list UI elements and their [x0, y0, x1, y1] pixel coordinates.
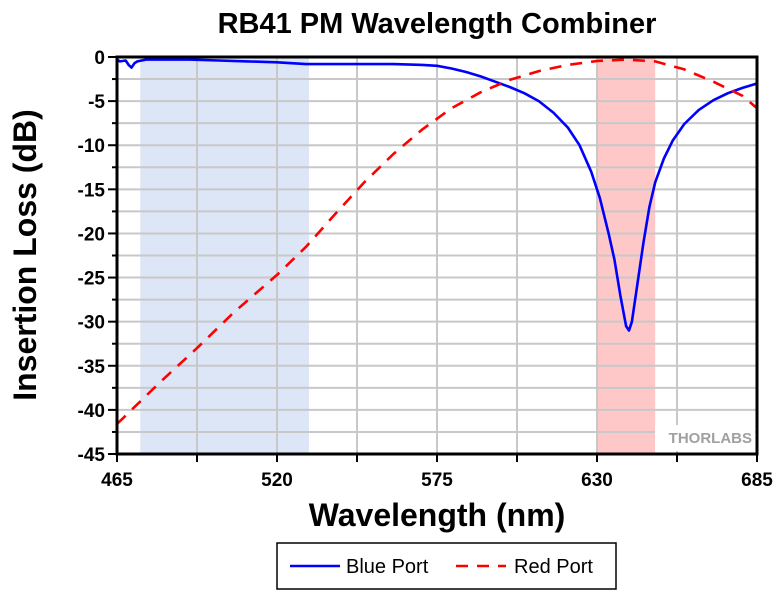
x-tick-label: 630: [581, 470, 613, 491]
y-tick-label: 0: [94, 48, 105, 69]
series-red-port: [116, 58, 758, 425]
y-tick-label: -25: [78, 269, 106, 290]
legend-label-red-port: Red Port: [514, 556, 593, 578]
grid: [117, 57, 757, 454]
watermark-backdrop: [655, 425, 755, 451]
legend: Blue Port Red Port: [276, 542, 617, 590]
x-tick-label: 685: [741, 470, 773, 491]
y-tick-label: -30: [78, 313, 105, 334]
watermark-logo: THORLABS: [669, 430, 752, 447]
x-tick-label: 520: [261, 470, 293, 491]
y-tick-label: -5: [88, 92, 105, 113]
x-axis-label: Wavelength (nm): [309, 497, 566, 533]
y-axis-label: Insertion Loss (dB): [7, 109, 43, 401]
y-tick-label: -15: [78, 180, 106, 201]
series-lines: [116, 58, 758, 425]
axes: [108, 55, 759, 462]
x-tick-label: 575: [421, 470, 453, 491]
y-tick-label: -35: [78, 357, 106, 378]
legend-label-blue-port: Blue Port: [346, 556, 429, 578]
y-tick-label: -10: [78, 136, 105, 157]
y-tick-label: -20: [78, 224, 105, 245]
x-tick-label: 465: [101, 470, 133, 491]
chart-title: RB41 PM Wavelength Combiner: [218, 8, 657, 40]
series-blue-port: [116, 58, 758, 332]
x-tick-labels: 465 520 575 630 685: [101, 470, 773, 491]
y-tick-label: -45: [78, 445, 106, 466]
y-tick-label: -40: [78, 401, 105, 422]
y-tick-labels: 0 -5 -10 -15 -20 -25 -30 -35 -40 -45: [78, 48, 106, 466]
